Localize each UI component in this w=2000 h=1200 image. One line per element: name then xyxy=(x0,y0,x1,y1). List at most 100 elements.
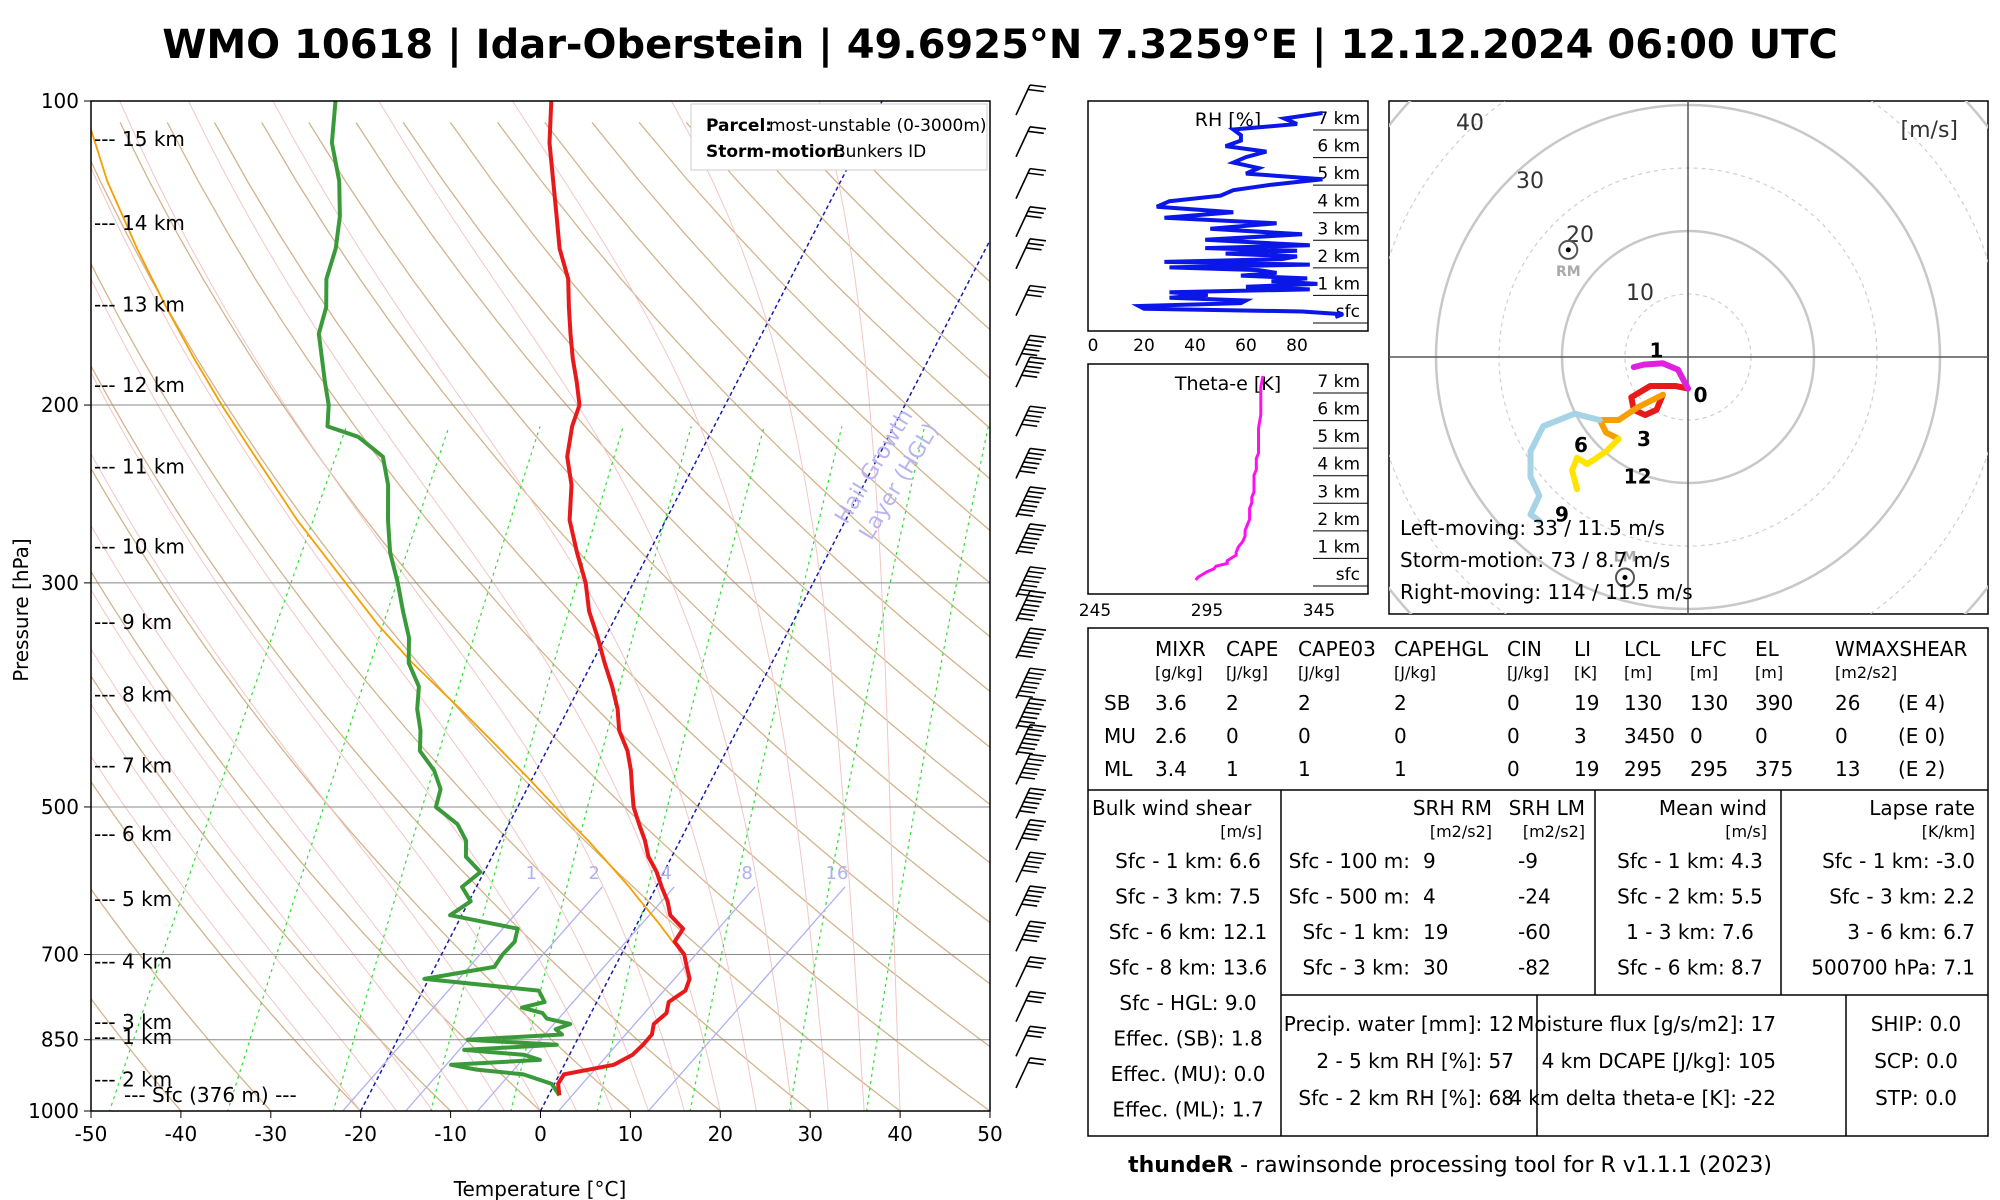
barb-flag xyxy=(1029,334,1047,339)
theta-height-label: 1 km xyxy=(1317,537,1360,557)
barb-flag xyxy=(1027,210,1044,215)
dry-adiabat xyxy=(166,122,990,1048)
barb-flag xyxy=(1021,352,1038,357)
barb-flag xyxy=(1027,360,1044,365)
barb-flag xyxy=(1025,706,1042,711)
height-label: --- 14 km xyxy=(94,211,185,235)
barb-flag xyxy=(1018,689,1036,694)
composite-index-row: SCP: 0.0 xyxy=(1874,1049,1958,1073)
barb-flag xyxy=(1027,242,1044,247)
flux-row: 4 km delta theta-e [K]: -22 xyxy=(1509,1086,1776,1110)
hodograph-ring-label: 40 xyxy=(1456,111,1484,136)
rh-tick-label: 80 xyxy=(1286,336,1308,356)
barb-flag xyxy=(1029,205,1047,210)
barb-staff xyxy=(1015,356,1031,388)
theta-e-title: Theta-e [K] xyxy=(1174,373,1281,395)
index-cell: 1 xyxy=(1226,757,1239,781)
srh-row-label: Sfc - 500 m: xyxy=(1289,885,1410,909)
barb-flag xyxy=(1023,832,1040,837)
dry-adiabat xyxy=(91,997,182,1111)
index-unit: [m2/s2] xyxy=(1835,663,1897,682)
barb-flag xyxy=(1025,999,1042,1004)
index-header: LCL xyxy=(1624,637,1661,661)
hodograph-height-label: 9 xyxy=(1555,503,1569,527)
barb-flag xyxy=(1018,545,1036,550)
index-unit: [J/kg] xyxy=(1226,663,1268,682)
barb-staff xyxy=(1015,448,1031,479)
rh-line xyxy=(1131,111,1344,319)
height-label: --- 4 km xyxy=(94,949,172,973)
height-label: --- 15 km xyxy=(94,127,185,151)
barb-flag xyxy=(1029,523,1047,527)
hodograph-6-12 km xyxy=(1527,410,1603,524)
rh-height-label: 7 km xyxy=(1317,109,1360,129)
index-cell: 2 xyxy=(1226,691,1239,715)
lapse-rate-unit: [K/km] xyxy=(1922,822,1975,841)
tables-frame xyxy=(1087,627,1989,1137)
barb-flag xyxy=(1023,603,1040,608)
barb-flag xyxy=(1023,737,1040,742)
dry-adiabat xyxy=(213,122,990,985)
barb-flag xyxy=(1018,612,1036,617)
x-tick-label: -20 xyxy=(344,1122,377,1146)
wind-barb xyxy=(1015,84,1047,116)
mixing-line-faint xyxy=(477,886,675,1111)
barb-flag xyxy=(1027,88,1044,93)
barb-flag xyxy=(1021,584,1038,588)
barb-flag xyxy=(1027,570,1044,575)
barb-flag xyxy=(1023,864,1040,869)
barb-flag xyxy=(1027,631,1044,636)
wind-barb xyxy=(1015,819,1047,851)
p-tick-label: 1000 xyxy=(28,1099,79,1123)
rh-title: RH [%] xyxy=(1195,109,1261,131)
bulk-shear-row: Sfc - 3 km: 7.5 xyxy=(1115,885,1261,909)
mixing-ratio-line xyxy=(788,426,926,1111)
barb-staff xyxy=(1015,819,1031,851)
barb-flag xyxy=(1016,654,1033,658)
parcel-value: most-unstable (0-3000m) xyxy=(769,116,987,136)
index-cell: 3450 xyxy=(1624,724,1675,748)
barb-flag xyxy=(1023,461,1040,465)
hodograph-3-6 km xyxy=(1569,435,1622,493)
hgl-isotherm xyxy=(360,101,883,1111)
moist-adiabat xyxy=(378,101,793,1111)
index-cell: 3 xyxy=(1574,724,1587,748)
mixing-ratio-line xyxy=(689,426,843,1111)
mixing-line-faint xyxy=(405,886,603,1111)
index-cell: 0 xyxy=(1507,724,1520,748)
barb-flag xyxy=(1027,452,1044,456)
barb-staff xyxy=(1015,1057,1031,1089)
wind-barb xyxy=(1015,284,1047,316)
theta-tick-label: 245 xyxy=(1079,601,1111,621)
index-header: CIN xyxy=(1507,637,1542,661)
bulk-shear-row: Sfc - HGL: 9.0 xyxy=(1119,991,1256,1015)
srh-rm-value: 19 xyxy=(1423,920,1448,944)
barb-flag xyxy=(1021,504,1038,508)
barb-flag xyxy=(1016,751,1033,755)
theta-height-label: 2 km xyxy=(1317,510,1360,530)
barb-flag xyxy=(1021,685,1038,690)
wind-barb xyxy=(1015,126,1047,158)
hgl-isotherm xyxy=(539,238,990,1111)
barb-flag xyxy=(1021,938,1038,943)
wind-barb xyxy=(1015,787,1047,819)
barb-staff xyxy=(1015,627,1031,659)
barb-flag xyxy=(1027,527,1044,532)
barb-flag xyxy=(1021,771,1038,776)
barb-flag xyxy=(1023,499,1040,504)
barb-flag xyxy=(1027,1029,1044,1034)
mean-wind-row: Sfc - 2 km: 5.5 xyxy=(1617,885,1763,909)
storm-motion-value: Bunkers ID xyxy=(834,142,926,162)
barb-flag xyxy=(1025,762,1042,767)
dry-adiabat xyxy=(261,122,990,924)
x-tick-label: 40 xyxy=(887,1122,912,1146)
barb-flag xyxy=(1025,676,1042,681)
rh-height-label: sfc xyxy=(1336,302,1360,322)
mean-wind-unit: [m/s] xyxy=(1725,822,1767,841)
srh-row-label: Sfc - 100 m: xyxy=(1289,849,1410,873)
mean-wind-row: Sfc - 6 km: 8.7 xyxy=(1617,956,1763,980)
index-header: EL xyxy=(1755,637,1780,661)
dry-adiabat xyxy=(91,364,722,1111)
index-cell: 0 xyxy=(1507,691,1520,715)
